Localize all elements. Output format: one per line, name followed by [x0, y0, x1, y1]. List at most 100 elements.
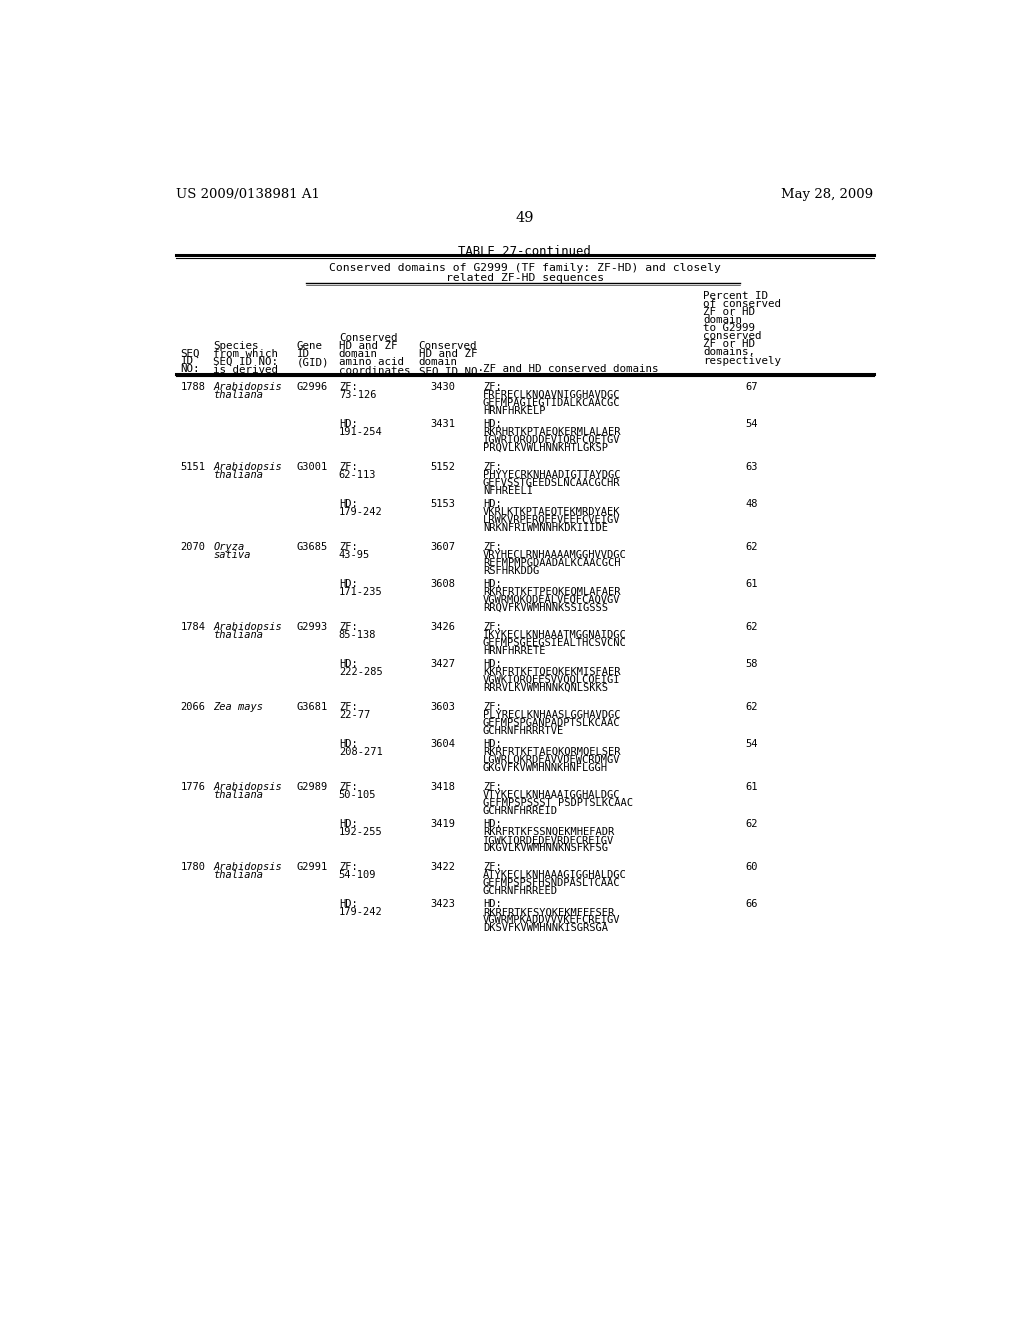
- Text: 62: 62: [745, 622, 758, 632]
- Text: 43-95: 43-95: [339, 550, 370, 560]
- Text: RKRFRTKFSSNQEKMHEFADR: RKRFRTKFSSNQEKMHEFADR: [483, 828, 614, 837]
- Text: 191-254: 191-254: [339, 426, 383, 437]
- Text: VTYKECLKNHAAAIGGHALDGC: VTYKECLKNHAAAIGGHALDGC: [483, 791, 621, 800]
- Text: Conserved domains of G2999 (TF family: ZF-HD) and closely: Conserved domains of G2999 (TF family: Z…: [329, 263, 721, 273]
- Text: 1780: 1780: [180, 862, 206, 873]
- Text: RKRFRTKFSYQKEKMFEFSER: RKRFRTKFSYQKEKMFEFSER: [483, 907, 614, 917]
- Text: 22-77: 22-77: [339, 710, 370, 721]
- Text: 54-109: 54-109: [339, 870, 376, 880]
- Text: HD:: HD:: [483, 659, 502, 669]
- Text: PRQVLKVWLHNNKHTLGKSP: PRQVLKVWLHNNKHTLGKSP: [483, 444, 608, 453]
- Text: 49: 49: [515, 211, 535, 224]
- Text: HD and ZF: HD and ZF: [419, 348, 477, 359]
- Text: Arabidopsis: Arabidopsis: [213, 381, 282, 392]
- Text: 62: 62: [745, 818, 758, 829]
- Text: coordinates: coordinates: [339, 366, 411, 375]
- Text: HD:: HD:: [483, 739, 502, 748]
- Text: ZF:: ZF:: [483, 622, 502, 632]
- Text: domain: domain: [703, 315, 742, 325]
- Text: 192-255: 192-255: [339, 828, 383, 837]
- Text: G3001: G3001: [297, 462, 329, 471]
- Text: Zea mays: Zea mays: [213, 702, 263, 711]
- Text: 208-271: 208-271: [339, 747, 383, 758]
- Text: SEQ: SEQ: [180, 348, 201, 359]
- Text: 2070: 2070: [180, 543, 206, 552]
- Text: ZF:: ZF:: [339, 862, 357, 873]
- Text: from which: from which: [213, 348, 279, 359]
- Text: GEFMPAGIEGTIDALKCAACGC: GEFMPAGIEGTIDALKCAACGC: [483, 397, 621, 408]
- Text: SEQ ID NO:: SEQ ID NO:: [419, 367, 483, 376]
- Text: 66: 66: [745, 899, 758, 909]
- Text: Conserved: Conserved: [339, 333, 397, 343]
- Text: 3430: 3430: [430, 381, 456, 392]
- Text: ID: ID: [180, 356, 194, 366]
- Text: HRNFHRRETE: HRNFHRRETE: [483, 647, 546, 656]
- Text: to G2999: to G2999: [703, 323, 755, 333]
- Text: GEFMPSPSSST PSDPTSLKCAAC: GEFMPSPSSST PSDPTSLKCAAC: [483, 799, 633, 808]
- Text: 3431: 3431: [430, 418, 456, 429]
- Text: G2996: G2996: [297, 381, 329, 392]
- Text: May 28, 2009: May 28, 2009: [781, 187, 873, 201]
- Text: GKGVFKVWMHNNKHNFLGGH: GKGVFKVWMHNNKHNFLGGH: [483, 763, 608, 774]
- Text: ZF:: ZF:: [483, 462, 502, 471]
- Text: HD:: HD:: [483, 418, 502, 429]
- Text: 5152: 5152: [430, 462, 456, 471]
- Text: Arabidopsis: Arabidopsis: [213, 622, 282, 632]
- Text: sativa: sativa: [213, 550, 251, 560]
- Text: VKRLKTKPTAEQTEKMRDYAEK: VKRLKTKPTAEQTEKMRDYAEK: [483, 507, 621, 517]
- Text: 63: 63: [745, 462, 758, 471]
- Text: 1784: 1784: [180, 622, 206, 632]
- Text: 1776: 1776: [180, 781, 206, 792]
- Text: 3418: 3418: [430, 781, 456, 792]
- Text: G2991: G2991: [297, 862, 329, 873]
- Text: NRKNFRIWMNNHKDKIIIDE: NRKNFRIWMNNHKDKIIIDE: [483, 523, 608, 533]
- Text: 85-138: 85-138: [339, 630, 376, 640]
- Text: (GID): (GID): [297, 358, 330, 367]
- Text: ZF:: ZF:: [339, 702, 357, 711]
- Text: IGWRIQRQDDEVIQRFCQETGV: IGWRIQRQDDEVIQRFCQETGV: [483, 434, 621, 445]
- Text: PHYYECRKNHAADIGTTAYDGC: PHYYECRKNHAADIGTTAYDGC: [483, 470, 621, 480]
- Text: GCHRNFHRRRTVE: GCHRNFHRRRTVE: [483, 726, 564, 737]
- Text: DKGVLKVWMHNNKNSFKFSG: DKGVLKVWMHNNKNSFKFSG: [483, 843, 608, 853]
- Text: GCHRNFHRREID: GCHRNFHRREID: [483, 807, 558, 816]
- Text: DKSVFKVWMHNNKISGRSGA: DKSVFKVWMHNNKISGRSGA: [483, 924, 608, 933]
- Text: HD:: HD:: [339, 499, 357, 508]
- Text: US 2009/0138981 A1: US 2009/0138981 A1: [176, 187, 319, 201]
- Text: GEFMPSPSFHSNDPASLTCAAC: GEFMPSPSFHSNDPASLTCAAC: [483, 878, 621, 888]
- Text: 62-113: 62-113: [339, 470, 376, 480]
- Text: 50-105: 50-105: [339, 791, 376, 800]
- Text: 62: 62: [745, 702, 758, 711]
- Text: RSFHRKDDG: RSFHRKDDG: [483, 566, 540, 576]
- Text: 58: 58: [745, 659, 758, 669]
- Text: ZF:: ZF:: [339, 622, 357, 632]
- Text: VRYHECLRNHAAAAMGGHVVDGC: VRYHECLRNHAAAAMGGHVVDGC: [483, 550, 627, 560]
- Text: Arabidopsis: Arabidopsis: [213, 862, 282, 873]
- Text: 3419: 3419: [430, 818, 456, 829]
- Text: ZF:: ZF:: [483, 381, 502, 392]
- Text: RKRFRTKFTAEQKQRMQELSER: RKRFRTKFTAEQKQRMQELSER: [483, 747, 621, 758]
- Text: GEFMPSPGANPADPTSLKCAAC: GEFMPSPGANPADPTSLKCAAC: [483, 718, 621, 729]
- Text: RRRVLKVWMHNNKQNLSKKS: RRRVLKVWMHNNKQNLSKKS: [483, 684, 608, 693]
- Text: ZF:: ZF:: [339, 781, 357, 792]
- Text: domain: domain: [419, 358, 458, 367]
- Text: HD:: HD:: [339, 739, 357, 748]
- Text: thaliana: thaliana: [213, 791, 263, 800]
- Text: HD:: HD:: [483, 899, 502, 909]
- Text: 54: 54: [745, 418, 758, 429]
- Text: 171-235: 171-235: [339, 587, 383, 597]
- Text: ZF:: ZF:: [483, 862, 502, 873]
- Text: 3426: 3426: [430, 622, 456, 632]
- Text: ZF:: ZF:: [339, 462, 357, 471]
- Text: 3603: 3603: [430, 702, 456, 711]
- Text: HD:: HD:: [339, 818, 357, 829]
- Text: 5151: 5151: [180, 462, 206, 471]
- Text: ZF or HD: ZF or HD: [703, 339, 755, 350]
- Text: Conserved: Conserved: [419, 341, 477, 351]
- Text: HD:: HD:: [339, 418, 357, 429]
- Text: HD:: HD:: [483, 499, 502, 508]
- Text: GEFVSSTGEEDSLNCAACGCHR: GEFVSSTGEEDSLNCAACGCHR: [483, 478, 621, 488]
- Text: VGWKIQRQEESVVQQLCQEIGI: VGWKIQRQEESVVQQLCQEIGI: [483, 675, 621, 685]
- Text: G3681: G3681: [297, 702, 329, 711]
- Text: thaliana: thaliana: [213, 870, 263, 880]
- Text: GCHRNFHRREED: GCHRNFHRREED: [483, 887, 558, 896]
